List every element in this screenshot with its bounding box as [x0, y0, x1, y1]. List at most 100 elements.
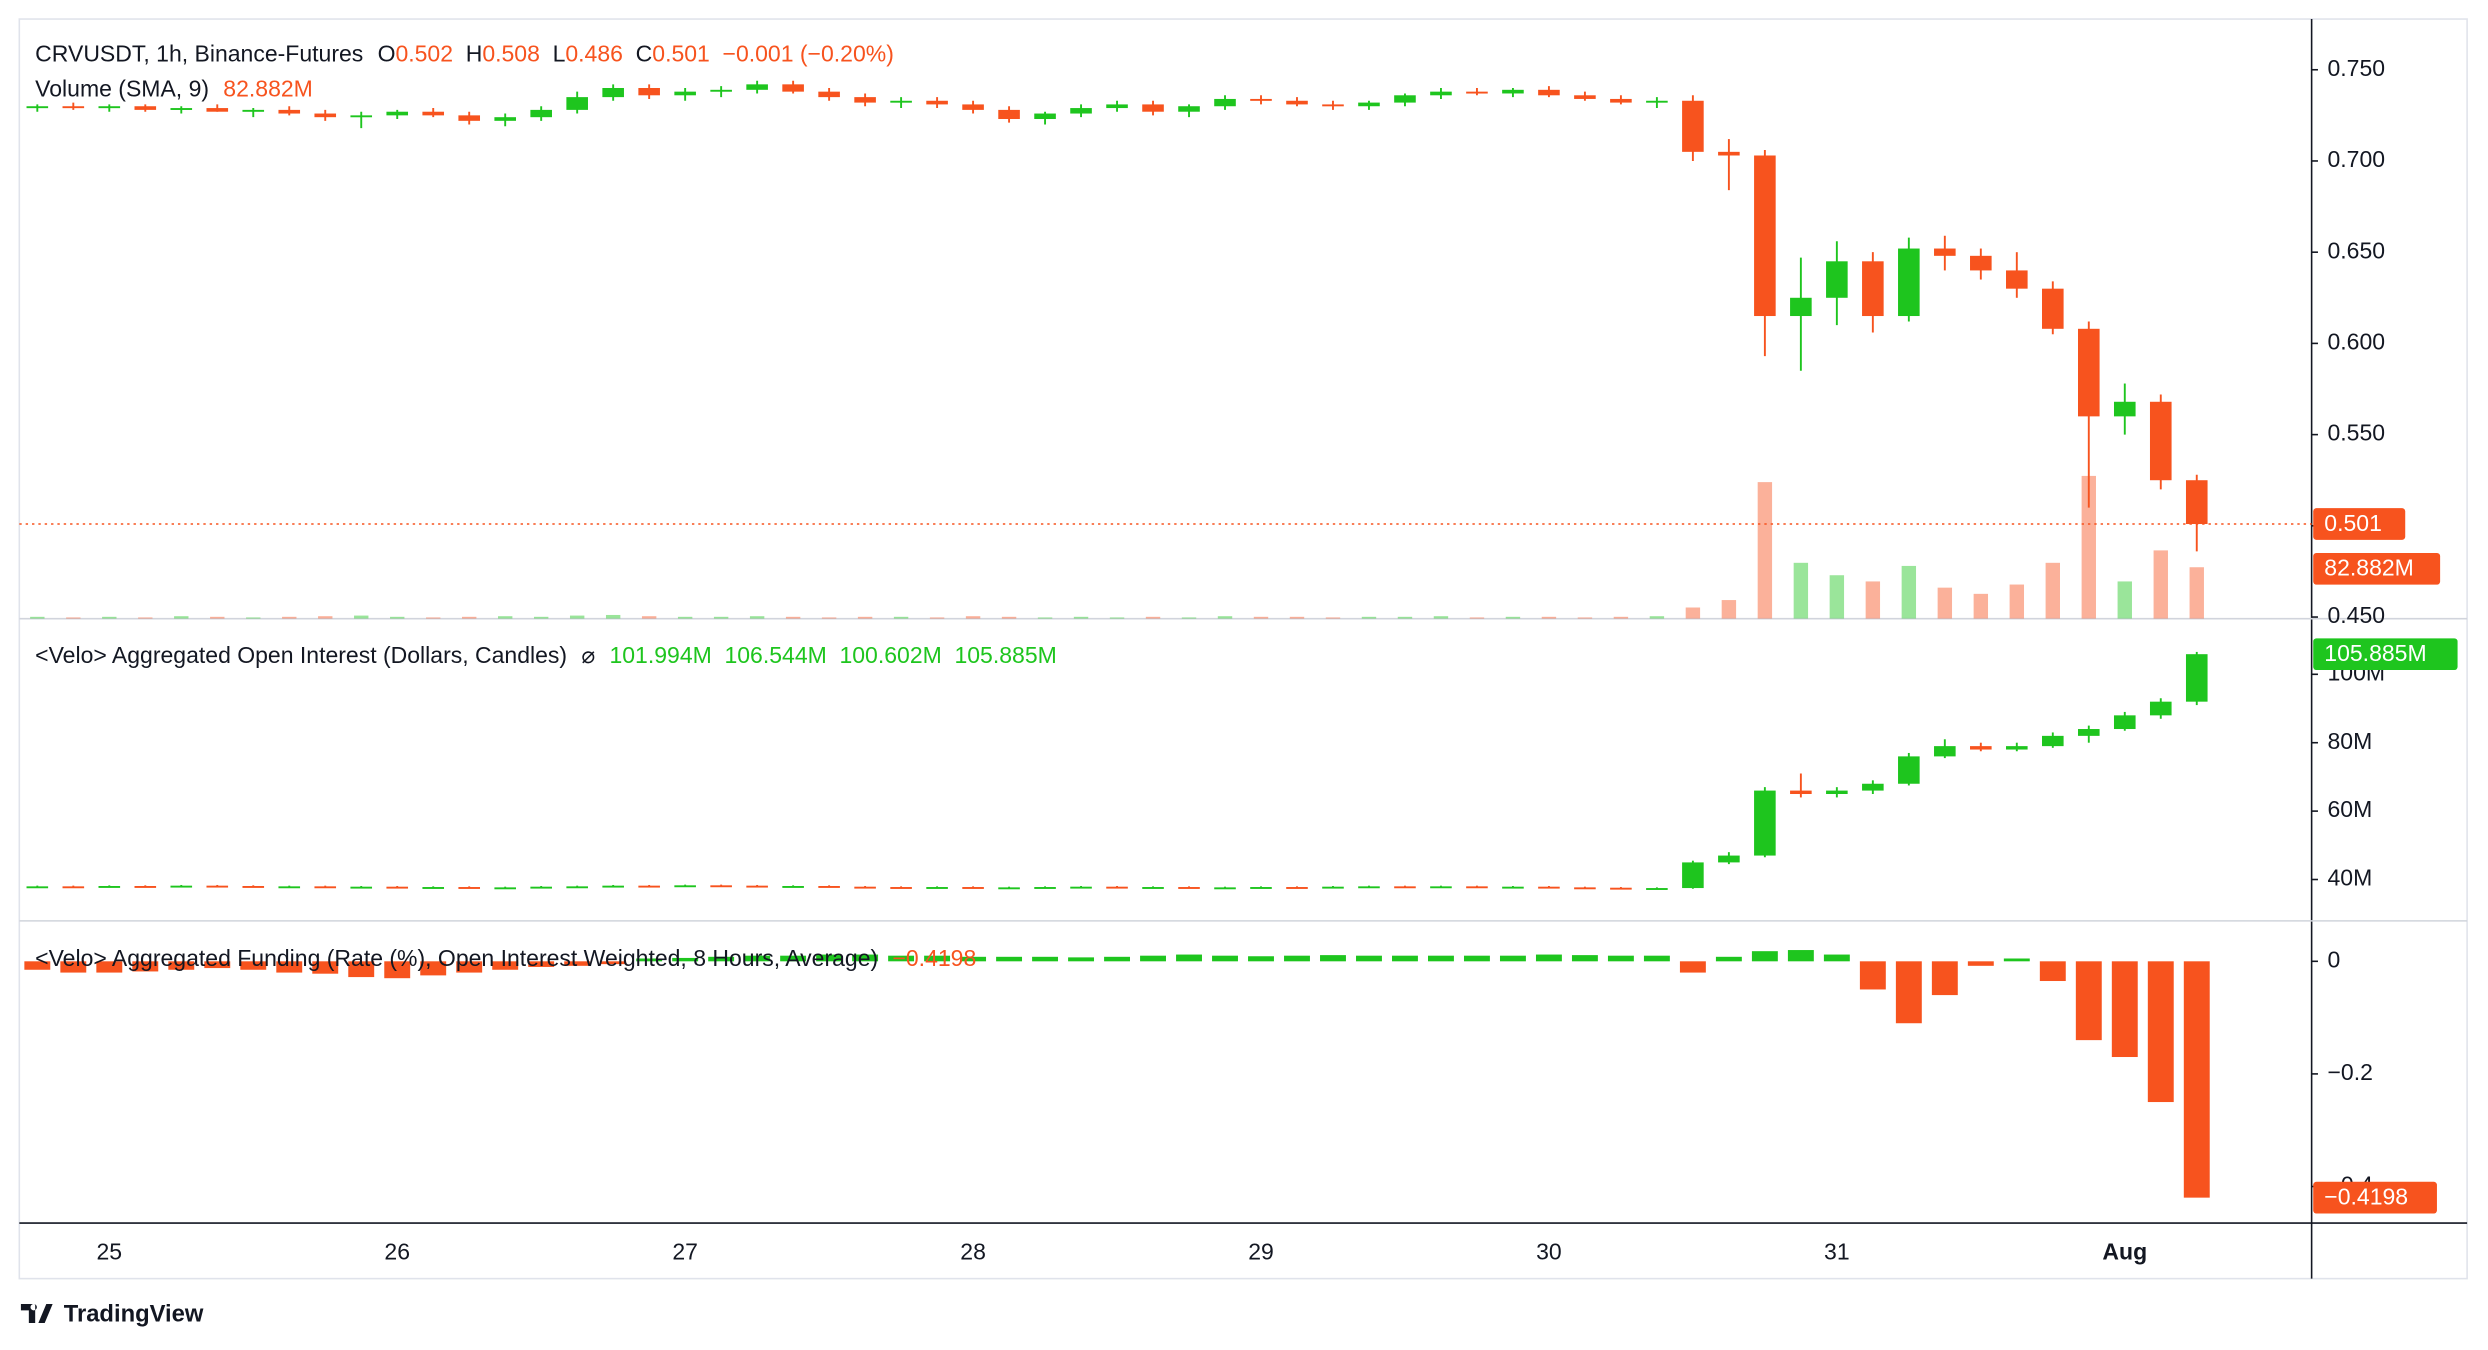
volume-bar: [1577, 617, 1593, 619]
volume-bar: [1037, 617, 1053, 619]
candle-body: [890, 100, 912, 103]
legend-label: O: [378, 41, 396, 67]
candle-body: [710, 885, 732, 888]
funding-bar: [240, 961, 267, 970]
candle-body: [998, 887, 1020, 890]
candle-body: [1322, 104, 1344, 107]
candle-body: [278, 886, 301, 889]
legend-label: C: [636, 41, 653, 67]
candle-body: [1790, 297, 1812, 317]
x-tick-label: 25: [97, 1238, 123, 1264]
oi-symbol: ⌀: [581, 642, 595, 668]
candle-body: [1106, 104, 1128, 109]
volume-bar: [1829, 575, 1845, 619]
candle-body: [242, 109, 265, 112]
candle-body: [602, 885, 624, 888]
funding-bar: [312, 961, 339, 974]
candle-body: [1070, 886, 1092, 889]
volume-bar: [30, 616, 45, 619]
volume-name: Volume (SMA, 9): [35, 76, 209, 102]
candle-body: [1106, 886, 1128, 889]
funding-bar: [492, 961, 519, 970]
volume-bar: [1685, 607, 1701, 619]
volume-bar: [1433, 616, 1449, 619]
funding-bar: [24, 961, 51, 970]
volume-bar: [2009, 584, 2025, 619]
candle-body: [1718, 151, 1740, 156]
volume-bar: [1469, 617, 1485, 619]
candle-body: [1862, 261, 1884, 317]
funding-bar: [924, 955, 951, 962]
candle-body: [314, 886, 337, 889]
x-tick-label: 27: [672, 1238, 698, 1264]
candle-body: [2113, 715, 2136, 730]
candle-body: [386, 111, 409, 116]
volume-bar: [1217, 616, 1233, 619]
candle-body: [530, 109, 552, 118]
funding-bar: [1715, 956, 1742, 962]
candle-body: [1250, 887, 1272, 889]
candle-body: [242, 886, 265, 888]
candle-body: [134, 106, 157, 110]
candle-body: [1178, 106, 1200, 112]
y-tick-label: 0.650: [2327, 237, 2385, 263]
funding-bar: [1607, 955, 1634, 962]
candle-body: [1358, 886, 1380, 889]
candle-body: [1718, 855, 1740, 863]
candle-body: [818, 91, 840, 98]
candle-body: [638, 885, 660, 888]
legend-value: −0.4198: [892, 945, 976, 971]
candle-body: [1034, 887, 1056, 889]
volume-bar: [102, 616, 117, 619]
volume-legend: Volume (SMA, 9) 82.882M: [35, 76, 313, 102]
candle-body: [1430, 886, 1452, 889]
candle-body: [1862, 783, 1884, 791]
funding-bar: [1679, 961, 1706, 973]
volume-bar: [2117, 581, 2132, 619]
candle-body: [1070, 108, 1092, 114]
candle-body: [1898, 756, 1920, 784]
candle-body: [782, 886, 804, 888]
funding-bar: [708, 956, 735, 962]
candle-body: [566, 886, 588, 889]
candle-body: [1682, 100, 1704, 152]
volume-bar: [1325, 617, 1341, 619]
funding-bar: [1176, 954, 1202, 962]
funding-bar: [1823, 954, 1850, 962]
volume-bar: [1253, 616, 1269, 619]
funding-bar: [2183, 961, 2210, 1198]
plot: 25262728293031Aug0.4500.5000.5500.6000.6…: [19, 55, 2458, 1264]
funding-bar: [564, 961, 591, 966]
axis-label: 82.882M: [2324, 555, 2414, 581]
funding-bar: [420, 961, 447, 976]
funding-bar: [456, 961, 483, 973]
volume-bar: [677, 616, 693, 619]
funding-bar: [348, 961, 375, 978]
funding-bar: [1931, 961, 1958, 996]
volume-bar: [354, 615, 369, 619]
volume-bar: [1613, 616, 1629, 619]
candle-body: [1322, 886, 1344, 889]
y-tick-label: 0.600: [2327, 328, 2385, 354]
pane-0: [26, 80, 2208, 619]
candle-body: [170, 108, 193, 110]
x-tick-label: Aug: [2102, 1238, 2147, 1264]
volume-bar: [1541, 616, 1557, 619]
branding: TradingView: [64, 1300, 204, 1327]
candle-body: [818, 886, 840, 888]
y-tick-label: 60M: [2327, 796, 2372, 822]
funding-bar: [96, 961, 123, 973]
funding-title: <Velo> Aggregated Funding (Rate (%), Ope…: [35, 945, 878, 971]
logo-mark: [20, 1303, 53, 1324]
candle-body: [2042, 735, 2064, 747]
candle-body: [1970, 746, 1992, 750]
candle-body: [1682, 862, 1704, 889]
volume-bar: [498, 616, 513, 619]
y-tick-label: 0.750: [2327, 55, 2385, 81]
funding-bar: [672, 957, 699, 962]
volume-value: 82.882M: [223, 76, 313, 102]
pane-2: [24, 950, 2210, 1198]
legend-label: H: [466, 41, 483, 67]
